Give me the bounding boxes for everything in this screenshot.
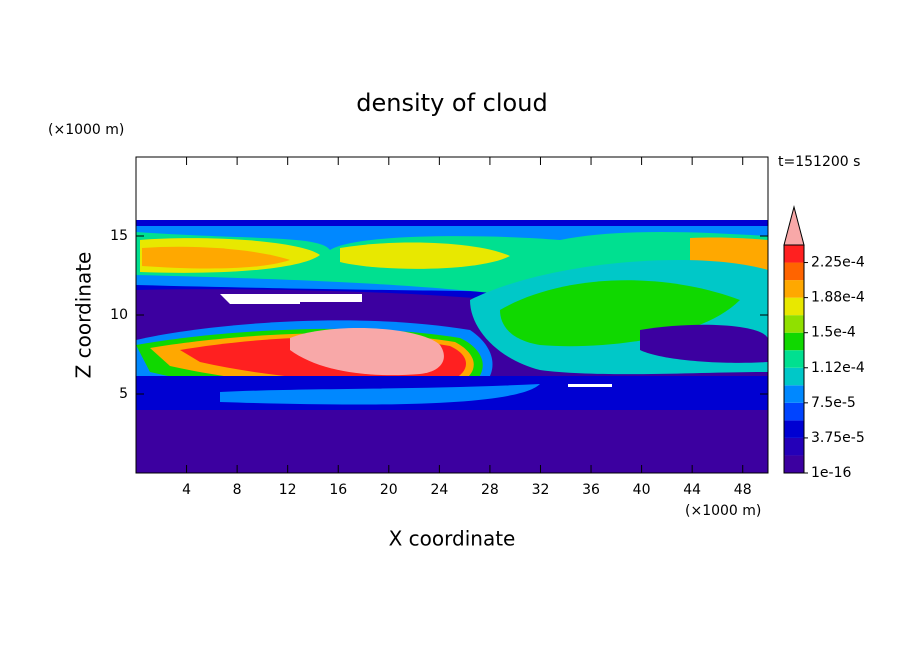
x-tick-label: 8 <box>233 482 242 498</box>
contour-region <box>290 328 444 376</box>
colorbar-tick-label: 1.12e-4 <box>811 360 865 376</box>
x-tick-label: 36 <box>582 482 600 498</box>
contour-region <box>340 242 510 269</box>
colorbar-tick-label: 3.75e-5 <box>811 430 865 446</box>
colorbar-over <box>783 205 805 246</box>
colorbar-band <box>784 437 804 456</box>
colorbar: 1e-16 3.75e-5 7.5e-5 1.12e-4 1.5e-4 1.88e-4 2.… <box>783 205 865 481</box>
x-tick-label: 28 <box>481 482 499 498</box>
x-tick-label: 12 <box>279 482 297 498</box>
x-tick-label: 40 <box>633 482 651 498</box>
y-unit: (×1000 m) <box>48 122 124 138</box>
colorbar-tick-label: 2.25e-4 <box>811 255 865 271</box>
blank-patch <box>220 294 362 304</box>
x-tick-label: 4 <box>182 482 191 498</box>
colorbar-band <box>784 350 804 368</box>
colorbar-tick-label: 1.5e-4 <box>811 325 856 341</box>
contour-region <box>220 384 540 405</box>
x-tick-label: 44 <box>683 482 701 498</box>
y-tick-label: 15 <box>110 228 128 244</box>
y-tick-label: 10 <box>110 307 128 323</box>
x-tick-label: 24 <box>430 482 448 498</box>
colorbar-band <box>784 262 804 281</box>
contour-region <box>142 246 290 269</box>
colorbar-band <box>784 367 804 386</box>
colorbar-band <box>784 402 804 421</box>
time-label: t=151200 s <box>778 154 860 170</box>
blank-patch <box>568 384 612 387</box>
x-tick-label: 48 <box>734 482 752 498</box>
colorbar-band <box>784 455 804 473</box>
contour-region <box>640 324 768 363</box>
colorbar-band <box>784 245 804 263</box>
x-tick-label: 32 <box>532 482 550 498</box>
colorbar-band <box>784 280 804 298</box>
colorbar-tick-label: 7.5e-5 <box>811 395 856 411</box>
y-axis-label: Z coordinate <box>72 252 96 379</box>
colorbar-band <box>784 297 804 316</box>
x-axis-label: X coordinate <box>389 527 516 551</box>
colorbar-band <box>784 385 804 403</box>
colorbar-tick-label: 1e-16 <box>811 465 851 481</box>
colorbar-tick-label: 1.88e-4 <box>811 290 865 306</box>
colorbar-band <box>784 332 804 351</box>
contour-field <box>136 220 768 473</box>
x-tick-label: 16 <box>329 482 347 498</box>
colorbar-frame <box>783 244 805 474</box>
colorbar-band <box>784 420 804 438</box>
colorbar-band <box>784 315 804 333</box>
x-unit: (×1000 m) <box>685 503 761 519</box>
chart-title: density of cloud <box>356 89 547 117</box>
y-tick-label: 5 <box>119 386 128 402</box>
x-tick-label: 20 <box>380 482 398 498</box>
